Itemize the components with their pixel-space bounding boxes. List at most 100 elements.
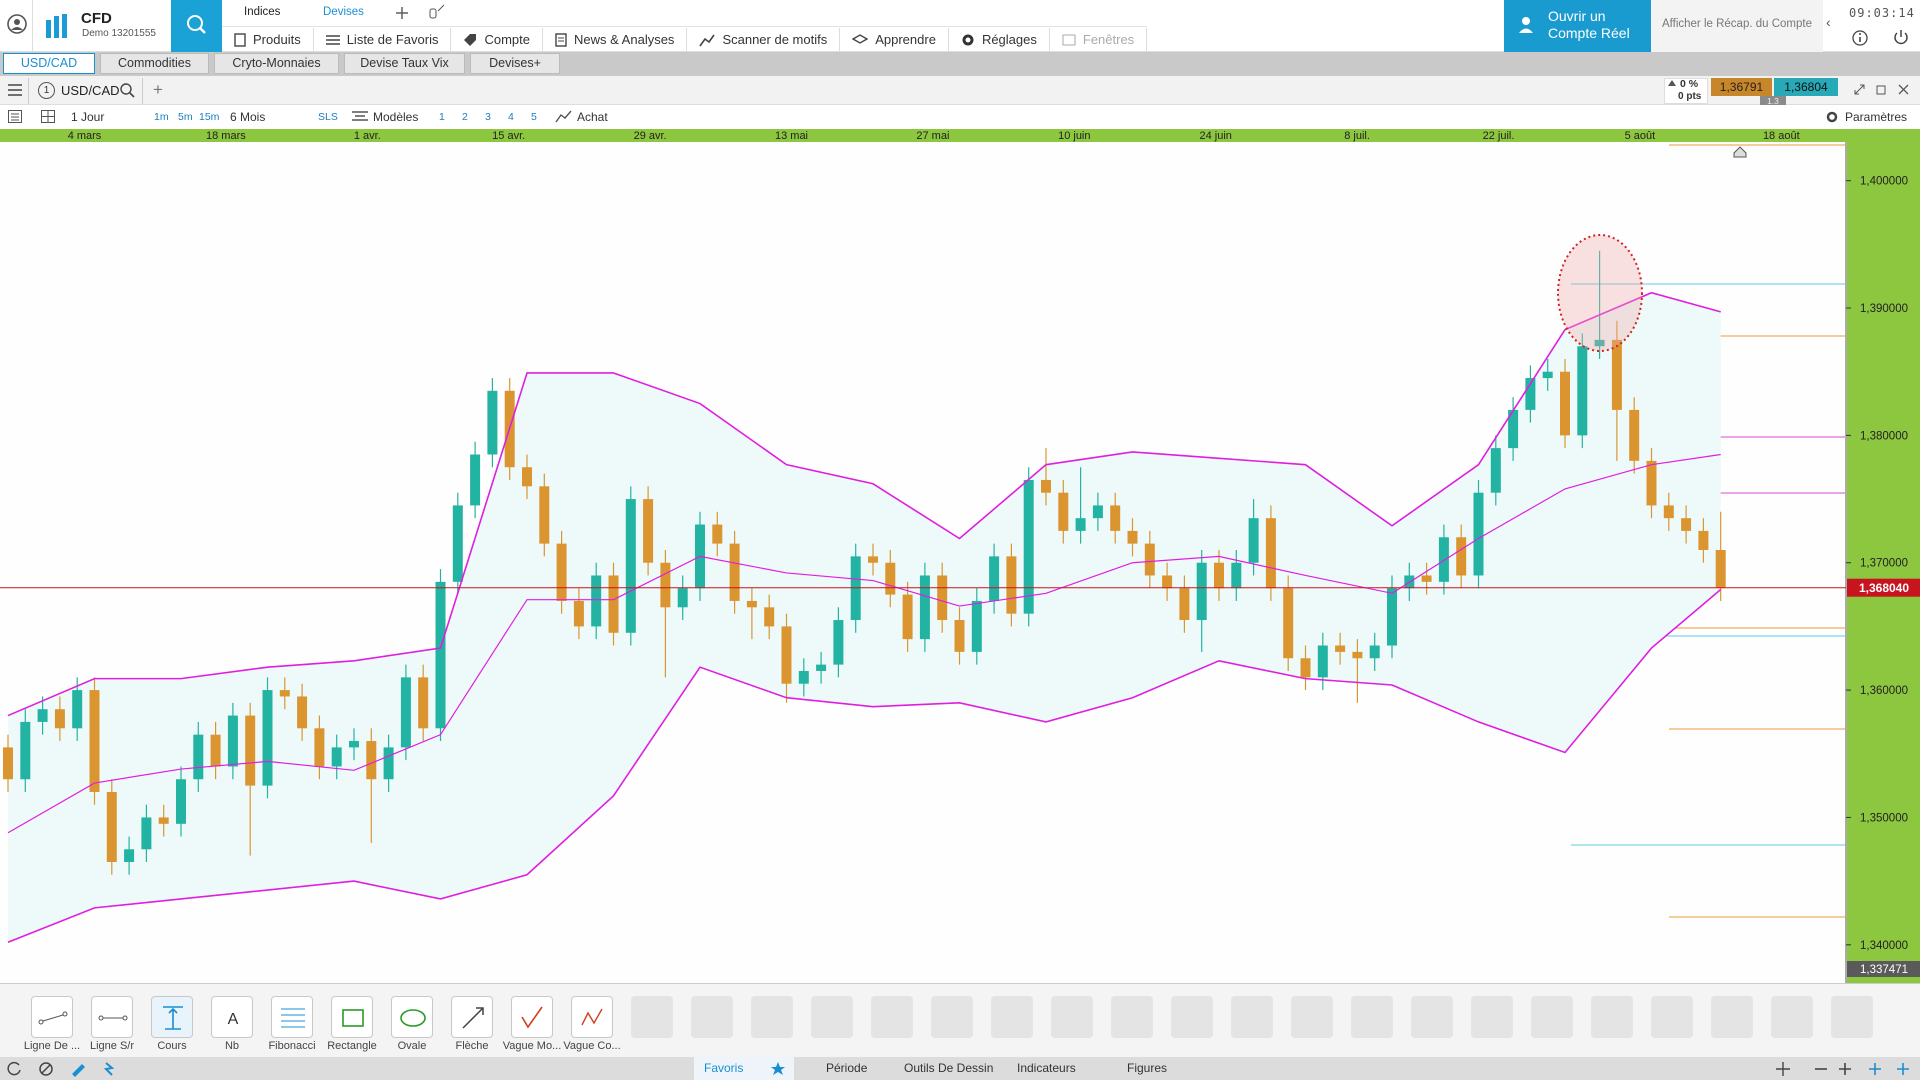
layout-count[interactable]: 5 — [531, 111, 537, 123]
header-icons[interactable] — [1850, 29, 1916, 47]
nav-item[interactable]: Réglages — [949, 27, 1050, 52]
top-tab[interactable]: Devises — [323, 6, 364, 18]
tool-slot[interactable] — [1171, 996, 1213, 1038]
tool-slot[interactable] — [1111, 996, 1153, 1038]
list-icon[interactable] — [8, 110, 22, 123]
top-tab[interactable]: Indices — [244, 6, 281, 18]
tool-slot[interactable] — [991, 996, 1033, 1038]
interval[interactable]: 15m — [199, 111, 220, 123]
layout-count[interactable]: 4 — [508, 111, 514, 123]
account-summary[interactable]: Afficher le Récap. du Compte — [1651, 0, 1823, 52]
tab[interactable]: Devise Taux Vix — [344, 53, 465, 74]
add-symbol[interactable]: + — [153, 80, 163, 99]
menu-icon[interactable] — [8, 84, 22, 96]
zoom-controls[interactable] — [1775, 1060, 1915, 1078]
layout-count[interactable]: 1 — [439, 111, 445, 123]
tool-slot[interactable] — [811, 996, 853, 1038]
bottom-tab[interactable]: Figures — [1127, 1061, 1168, 1075]
buy-price[interactable]: 1,36804 — [1774, 78, 1838, 96]
tool-slot[interactable] — [1351, 996, 1393, 1038]
tab[interactable]: USD/CAD — [3, 53, 95, 74]
candle-body — [989, 556, 1000, 601]
tool-slot[interactable] — [1231, 996, 1273, 1038]
tool-slot[interactable] — [1531, 996, 1573, 1038]
layout-count[interactable]: 3 — [485, 111, 491, 123]
sls[interactable]: SLS — [318, 111, 338, 123]
nav-item[interactable]: Liste de Favoris — [314, 27, 452, 52]
nav-item[interactable]: Scanner de motifs — [687, 27, 841, 52]
bottom-tab[interactable]: Favoris — [704, 1061, 744, 1075]
tool-button[interactable] — [451, 996, 493, 1038]
tab-icons[interactable] — [394, 3, 454, 21]
interval[interactable]: 5m — [178, 111, 193, 123]
nav-label: News & Analyses — [574, 32, 675, 47]
tool-slot[interactable] — [1411, 996, 1453, 1038]
tool-slot[interactable] — [1291, 996, 1333, 1038]
symbol-search[interactable] — [120, 83, 136, 99]
settings[interactable]: Paramètres — [1845, 110, 1908, 124]
tool-slot[interactable] — [871, 996, 913, 1038]
candle-body — [885, 562, 896, 595]
tool-slot[interactable] — [1471, 996, 1513, 1038]
tool-button[interactable] — [91, 996, 133, 1038]
favorite-star[interactable] — [771, 1062, 785, 1076]
tab[interactable]: Commodities — [100, 53, 209, 74]
candle-body — [937, 575, 948, 621]
nav-item[interactable]: Fenêtres — [1050, 27, 1148, 52]
window-number[interactable]: 1 — [38, 82, 55, 99]
tool-label: Fibonacci — [268, 1040, 316, 1052]
order[interactable]: Achat — [577, 110, 608, 124]
nav-item[interactable]: Apprendre — [840, 27, 949, 52]
tool-slot[interactable] — [931, 996, 973, 1038]
models[interactable]: Modèles — [373, 110, 419, 124]
candle-body — [1663, 505, 1674, 519]
tool-button[interactable] — [31, 996, 73, 1038]
tool-button[interactable]: A — [211, 996, 253, 1038]
tool-slot[interactable] — [1651, 996, 1693, 1038]
search-button[interactable] — [171, 0, 222, 52]
tab[interactable]: Devises+ — [470, 53, 560, 74]
candle-body — [798, 670, 809, 684]
tool-button[interactable] — [511, 996, 553, 1038]
tool-slot[interactable] — [1771, 996, 1813, 1038]
tool-button[interactable] — [151, 996, 193, 1038]
candle-body — [573, 600, 584, 627]
candle-body — [72, 690, 83, 729]
tool-slot[interactable] — [1051, 996, 1093, 1038]
nav-item[interactable]: Compte — [451, 27, 543, 52]
bottom-tab[interactable]: Outils De Dessin — [904, 1061, 994, 1075]
open-account-button[interactable]: Ouvrir un Compte Réel — [1504, 0, 1651, 52]
candle-body — [262, 690, 273, 786]
bottom-icons[interactable] — [6, 1060, 116, 1078]
tool-slot[interactable] — [1831, 996, 1873, 1038]
y-tick-label: 1,360000 — [1860, 685, 1908, 697]
tool-button[interactable] — [331, 996, 373, 1038]
symbol[interactable]: USD/CAD — [61, 83, 120, 98]
range[interactable]: 6 Mois — [230, 110, 266, 124]
candle-body — [850, 556, 861, 621]
tool-slot[interactable] — [751, 996, 793, 1038]
nav-item[interactable]: Produits — [222, 27, 314, 52]
period[interactable]: 1 Jour — [71, 110, 105, 124]
tool-button[interactable] — [271, 996, 313, 1038]
collapse-arrow[interactable]: ‹ — [1826, 14, 1831, 30]
interval[interactable]: 1m — [154, 111, 169, 123]
tool-button[interactable] — [391, 996, 433, 1038]
tool-slot[interactable] — [691, 996, 733, 1038]
date-label: 22 juil. — [1483, 130, 1515, 142]
nav-item[interactable]: News & Analyses — [543, 27, 688, 52]
tool-slot[interactable] — [1711, 996, 1753, 1038]
toolbar — [0, 105, 1920, 129]
layout-count[interactable]: 2 — [462, 111, 468, 123]
user-icon[interactable] — [6, 13, 28, 35]
highlight-circle — [1557, 234, 1643, 352]
sell-price[interactable]: 1,36791 — [1711, 78, 1772, 96]
tool-slot[interactable] — [1591, 996, 1633, 1038]
window-controls[interactable] — [1852, 82, 1918, 98]
bottom-tab[interactable]: Période — [826, 1061, 868, 1075]
tool-slot[interactable] — [631, 996, 673, 1038]
layout-icon[interactable] — [41, 110, 55, 123]
tool-button[interactable] — [571, 996, 613, 1038]
bottom-tab[interactable]: Indicateurs — [1017, 1061, 1076, 1075]
tab[interactable]: Cryto-Monnaies — [214, 53, 339, 74]
